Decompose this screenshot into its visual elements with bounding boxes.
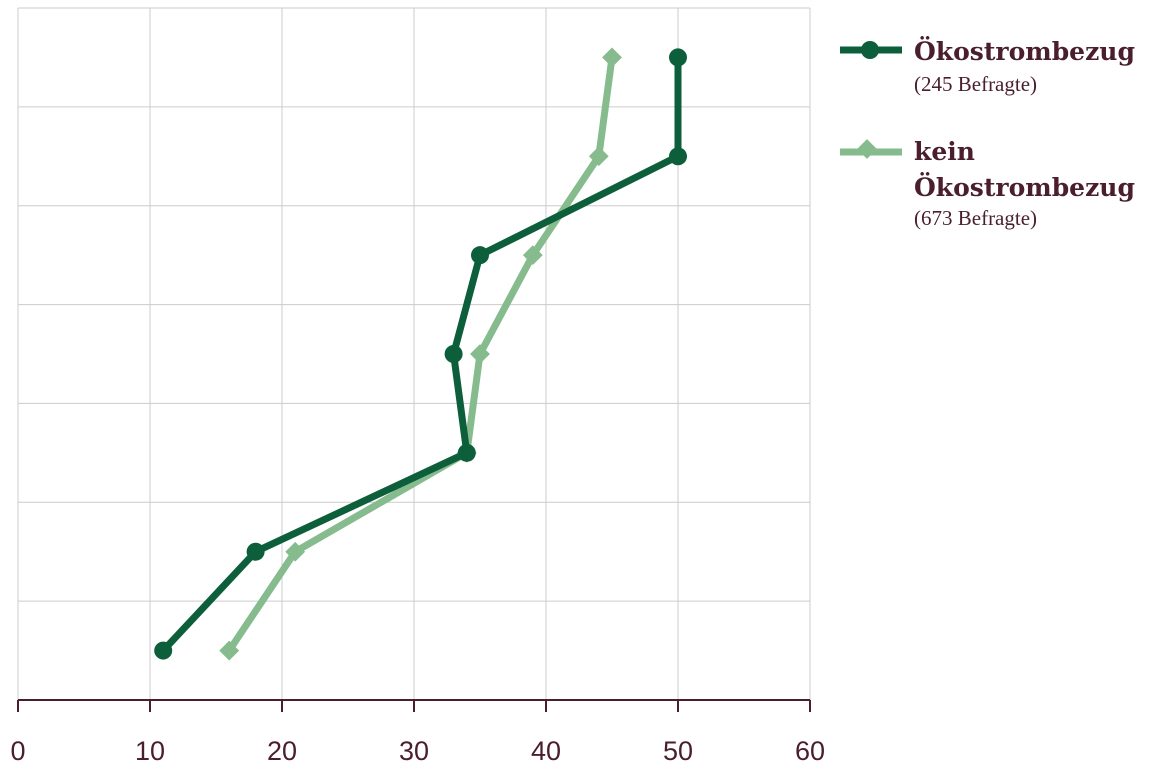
x-tick-label: 50 bbox=[663, 736, 693, 763]
data-point-circle bbox=[457, 443, 476, 462]
legend-sublabel-245: (245 Befragte) bbox=[914, 72, 1037, 96]
data-point-circle bbox=[471, 246, 489, 265]
grid-lines bbox=[17, 7, 811, 700]
legend-marker-circle bbox=[861, 41, 879, 59]
legend-label-oekostrombezug: Ökostrombezug bbox=[914, 37, 1135, 66]
x-tick-label: 0 bbox=[10, 736, 25, 763]
data-point-circle bbox=[669, 147, 687, 166]
x-tick-label: 30 bbox=[399, 736, 429, 763]
data-point-circle bbox=[246, 542, 265, 561]
legend-label-oekostrombezug-2: Ökostrombezug bbox=[914, 173, 1135, 202]
x-tick-label: 10 bbox=[135, 736, 165, 763]
legend-label-kein: kein bbox=[914, 137, 975, 166]
x-axis: 0 10 20 30 40 50 60 bbox=[10, 699, 825, 763]
series-oekostrombezug bbox=[154, 48, 687, 660]
legend-item-oekostrombezug: Ökostrombezug (245 Befragte) bbox=[840, 37, 1135, 96]
data-point-circle bbox=[669, 48, 687, 67]
series-kein-oekostrombezug bbox=[219, 47, 622, 661]
x-tick-label: 40 bbox=[531, 736, 561, 763]
data-point-diamond bbox=[602, 47, 622, 68]
x-tick-label: 60 bbox=[795, 736, 825, 763]
legend-item-kein-oekostrombezug: kein Ökostrombezug (673 Befragte) bbox=[840, 137, 1135, 230]
legend: Ökostrombezug (245 Befragte) kein Ökostr… bbox=[840, 37, 1135, 230]
legend-marker-diamond bbox=[857, 139, 877, 159]
data-point-diamond bbox=[285, 541, 306, 562]
data-point-diamond bbox=[470, 344, 490, 364]
data-point-circle bbox=[154, 641, 173, 660]
series-line bbox=[225, 53, 616, 655]
x-tick-label: 20 bbox=[267, 736, 297, 763]
legend-sublabel-673: (673 Befragte) bbox=[914, 206, 1037, 230]
data-point-circle bbox=[444, 345, 463, 363]
